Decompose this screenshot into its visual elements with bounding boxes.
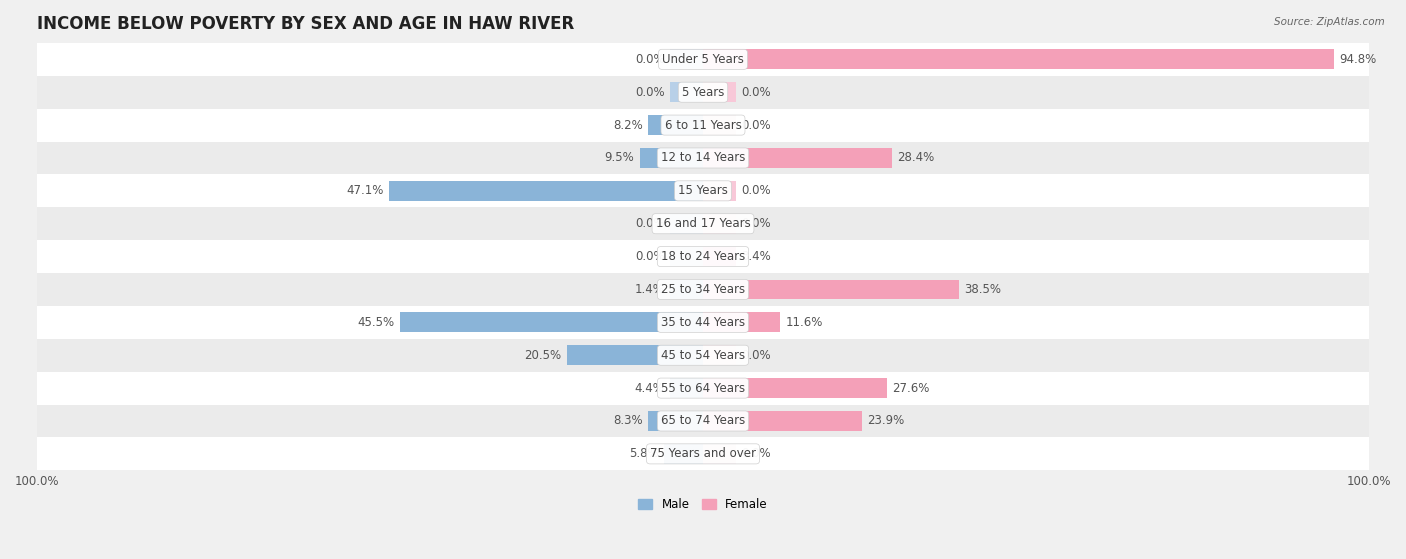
Text: 16 and 17 Years: 16 and 17 Years — [655, 217, 751, 230]
Bar — [37, 141, 1369, 174]
Text: 0.0%: 0.0% — [741, 119, 772, 131]
Bar — [37, 306, 1369, 339]
Text: 45.5%: 45.5% — [357, 316, 395, 329]
Bar — [703, 181, 737, 201]
Text: 11.6%: 11.6% — [786, 316, 823, 329]
Text: 5.8%: 5.8% — [630, 447, 659, 461]
Text: 9.5%: 9.5% — [605, 151, 634, 164]
Text: 3.4%: 3.4% — [741, 250, 772, 263]
Text: 38.5%: 38.5% — [965, 283, 1001, 296]
Text: INCOME BELOW POVERTY BY SEX AND AGE IN HAW RIVER: INCOME BELOW POVERTY BY SEX AND AGE IN H… — [37, 15, 575, 33]
Bar — [703, 312, 780, 332]
Text: 23.9%: 23.9% — [868, 414, 904, 428]
Text: 25 to 34 Years: 25 to 34 Years — [661, 283, 745, 296]
Text: 0.0%: 0.0% — [741, 86, 772, 99]
Bar — [703, 444, 737, 464]
Text: 0.0%: 0.0% — [741, 349, 772, 362]
Bar — [703, 411, 862, 431]
Bar — [648, 115, 703, 135]
Bar — [37, 339, 1369, 372]
Bar — [669, 378, 703, 398]
Legend: Male, Female: Male, Female — [634, 493, 772, 516]
Bar — [37, 438, 1369, 470]
Text: 28.4%: 28.4% — [897, 151, 935, 164]
Text: 47.1%: 47.1% — [347, 184, 384, 197]
Bar — [37, 372, 1369, 405]
Text: 1.4%: 1.4% — [634, 283, 665, 296]
Bar — [567, 345, 703, 365]
Text: 18 to 24 Years: 18 to 24 Years — [661, 250, 745, 263]
Text: 6 to 11 Years: 6 to 11 Years — [665, 119, 741, 131]
Bar — [703, 49, 1334, 69]
Text: 45 to 54 Years: 45 to 54 Years — [661, 349, 745, 362]
Bar — [703, 214, 737, 234]
Bar — [703, 115, 737, 135]
Bar — [669, 280, 703, 299]
Bar — [703, 82, 737, 102]
Text: 0.0%: 0.0% — [634, 53, 665, 66]
Text: 0.0%: 0.0% — [634, 217, 665, 230]
Text: 55 to 64 Years: 55 to 64 Years — [661, 382, 745, 395]
Bar — [37, 174, 1369, 207]
Bar — [648, 411, 703, 431]
Text: 0.0%: 0.0% — [634, 250, 665, 263]
Text: Under 5 Years: Under 5 Years — [662, 53, 744, 66]
Text: 0.0%: 0.0% — [741, 447, 772, 461]
Bar — [703, 378, 887, 398]
Text: 5 Years: 5 Years — [682, 86, 724, 99]
Text: 35 to 44 Years: 35 to 44 Years — [661, 316, 745, 329]
Bar — [703, 247, 737, 267]
Text: 0.0%: 0.0% — [634, 86, 665, 99]
Text: 8.3%: 8.3% — [613, 414, 643, 428]
Bar — [703, 280, 959, 299]
Text: 8.2%: 8.2% — [613, 119, 643, 131]
Text: 12 to 14 Years: 12 to 14 Years — [661, 151, 745, 164]
Text: 20.5%: 20.5% — [524, 349, 561, 362]
Bar — [401, 312, 703, 332]
Text: 27.6%: 27.6% — [891, 382, 929, 395]
Text: 0.0%: 0.0% — [741, 217, 772, 230]
Bar — [37, 240, 1369, 273]
Bar — [669, 247, 703, 267]
Bar — [703, 345, 737, 365]
Bar — [389, 181, 703, 201]
Text: 15 Years: 15 Years — [678, 184, 728, 197]
Bar — [37, 108, 1369, 141]
Text: 94.8%: 94.8% — [1340, 53, 1376, 66]
Bar — [669, 214, 703, 234]
Text: Source: ZipAtlas.com: Source: ZipAtlas.com — [1274, 17, 1385, 27]
Text: 4.4%: 4.4% — [634, 382, 665, 395]
Bar — [37, 405, 1369, 438]
Bar — [665, 444, 703, 464]
Text: 65 to 74 Years: 65 to 74 Years — [661, 414, 745, 428]
Text: 75 Years and over: 75 Years and over — [650, 447, 756, 461]
Bar — [703, 148, 891, 168]
Bar — [37, 207, 1369, 240]
Text: 0.0%: 0.0% — [741, 184, 772, 197]
Bar — [669, 82, 703, 102]
Bar — [640, 148, 703, 168]
Bar — [37, 43, 1369, 76]
Bar — [37, 273, 1369, 306]
Bar — [37, 76, 1369, 108]
Bar — [669, 49, 703, 69]
